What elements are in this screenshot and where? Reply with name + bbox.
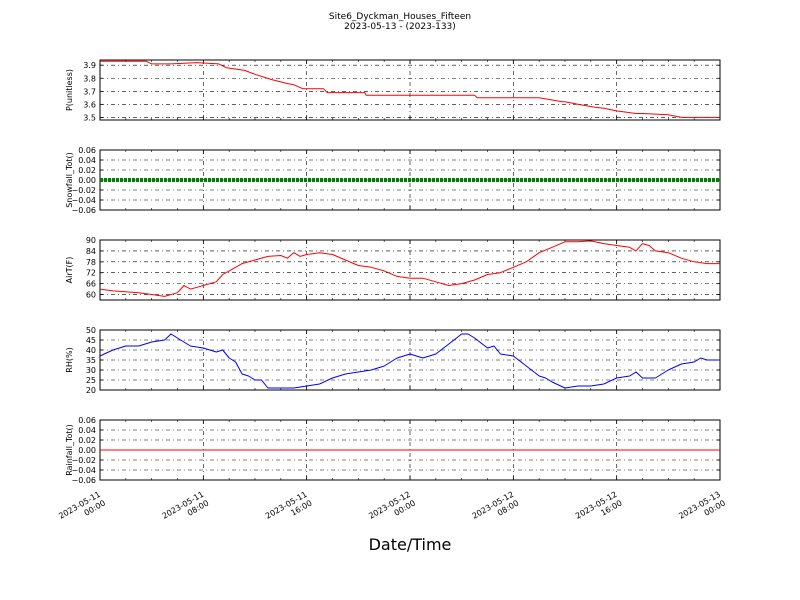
y-tick-label: −0.04 — [71, 196, 96, 205]
y-tick-label: −0.02 — [71, 186, 96, 195]
series-line — [100, 60, 720, 118]
figure-title: Site6_Dyckman_Houses_Fifteen — [329, 12, 471, 22]
series-line — [99, 240, 720, 297]
y-tick-label: 3.5 — [83, 113, 96, 122]
y-tick-label: 78 — [86, 258, 96, 267]
y-axis-label: Snowfall_Tot() — [65, 152, 74, 208]
y-tick-label: −0.06 — [71, 476, 96, 485]
y-tick-label: 0.02 — [78, 166, 96, 175]
y-axis-label: P(unitless) — [65, 69, 74, 111]
y-tick-label: 3.8 — [83, 74, 96, 83]
series-line — [99, 333, 720, 389]
y-tick-label: 0.06 — [78, 146, 96, 155]
y-tick-label: 84 — [86, 247, 96, 256]
y-tick-label: 40 — [86, 346, 96, 355]
subplot-2: −0.06−0.04−0.020.000.020.040.06 Snowfall_… — [65, 146, 721, 215]
y-tick-label: 3.6 — [83, 100, 96, 109]
subplot-5: −0.06−0.04−0.020.000.020.040.06 Rainfall_… — [65, 416, 721, 485]
y-axis-label: Rainfall_Tot() — [65, 424, 74, 476]
y-tick-label: 0.04 — [78, 156, 96, 165]
y-tick-label: 66 — [86, 280, 96, 289]
y-axis-label: AirT(F) — [65, 257, 74, 284]
y-tick-label: 72 — [86, 269, 96, 278]
y-tick-label: 3.7 — [83, 87, 96, 96]
y-tick-label: −0.02 — [71, 456, 96, 465]
y-tick-label: 20 — [86, 386, 96, 395]
subplot-3: 60 66 72 78 84 90 AirT(F) — [65, 236, 721, 301]
y-tick-label: 0.00 — [78, 446, 96, 455]
y-tick-label: 0.06 — [78, 416, 96, 425]
y-tick-label: 45 — [86, 336, 96, 345]
y-tick-label: 60 — [86, 291, 96, 300]
subplot-panels: 3.53.63.73.83.9P(unitless)−0.06−0.04−0.0… — [65, 59, 721, 485]
y-tick-label: 0.04 — [78, 426, 96, 435]
figure-subtitle: 2023-05-13 - (2023-133) — [344, 22, 456, 32]
y-axis-label: RH(%) — [65, 347, 74, 372]
y-tick-label: 50 — [86, 326, 96, 335]
y-tick-label: 25 — [86, 376, 96, 385]
y-tick-label: −0.06 — [71, 206, 96, 215]
x-axis-label: Date/Time — [369, 535, 452, 554]
y-tick-label: 90 — [86, 236, 96, 245]
y-tick-label: 0.02 — [78, 436, 96, 445]
y-tick-label: −0.04 — [71, 466, 96, 475]
y-tick-label: 0.00 — [78, 176, 96, 185]
y-tick-label: 35 — [86, 356, 96, 365]
y-tick-label: 30 — [86, 366, 96, 375]
y-tick-label: 3.9 — [83, 61, 96, 70]
subplot-1: 3.5 3.6 3.7 3.8 3.9 P(unitless) — [65, 59, 721, 122]
